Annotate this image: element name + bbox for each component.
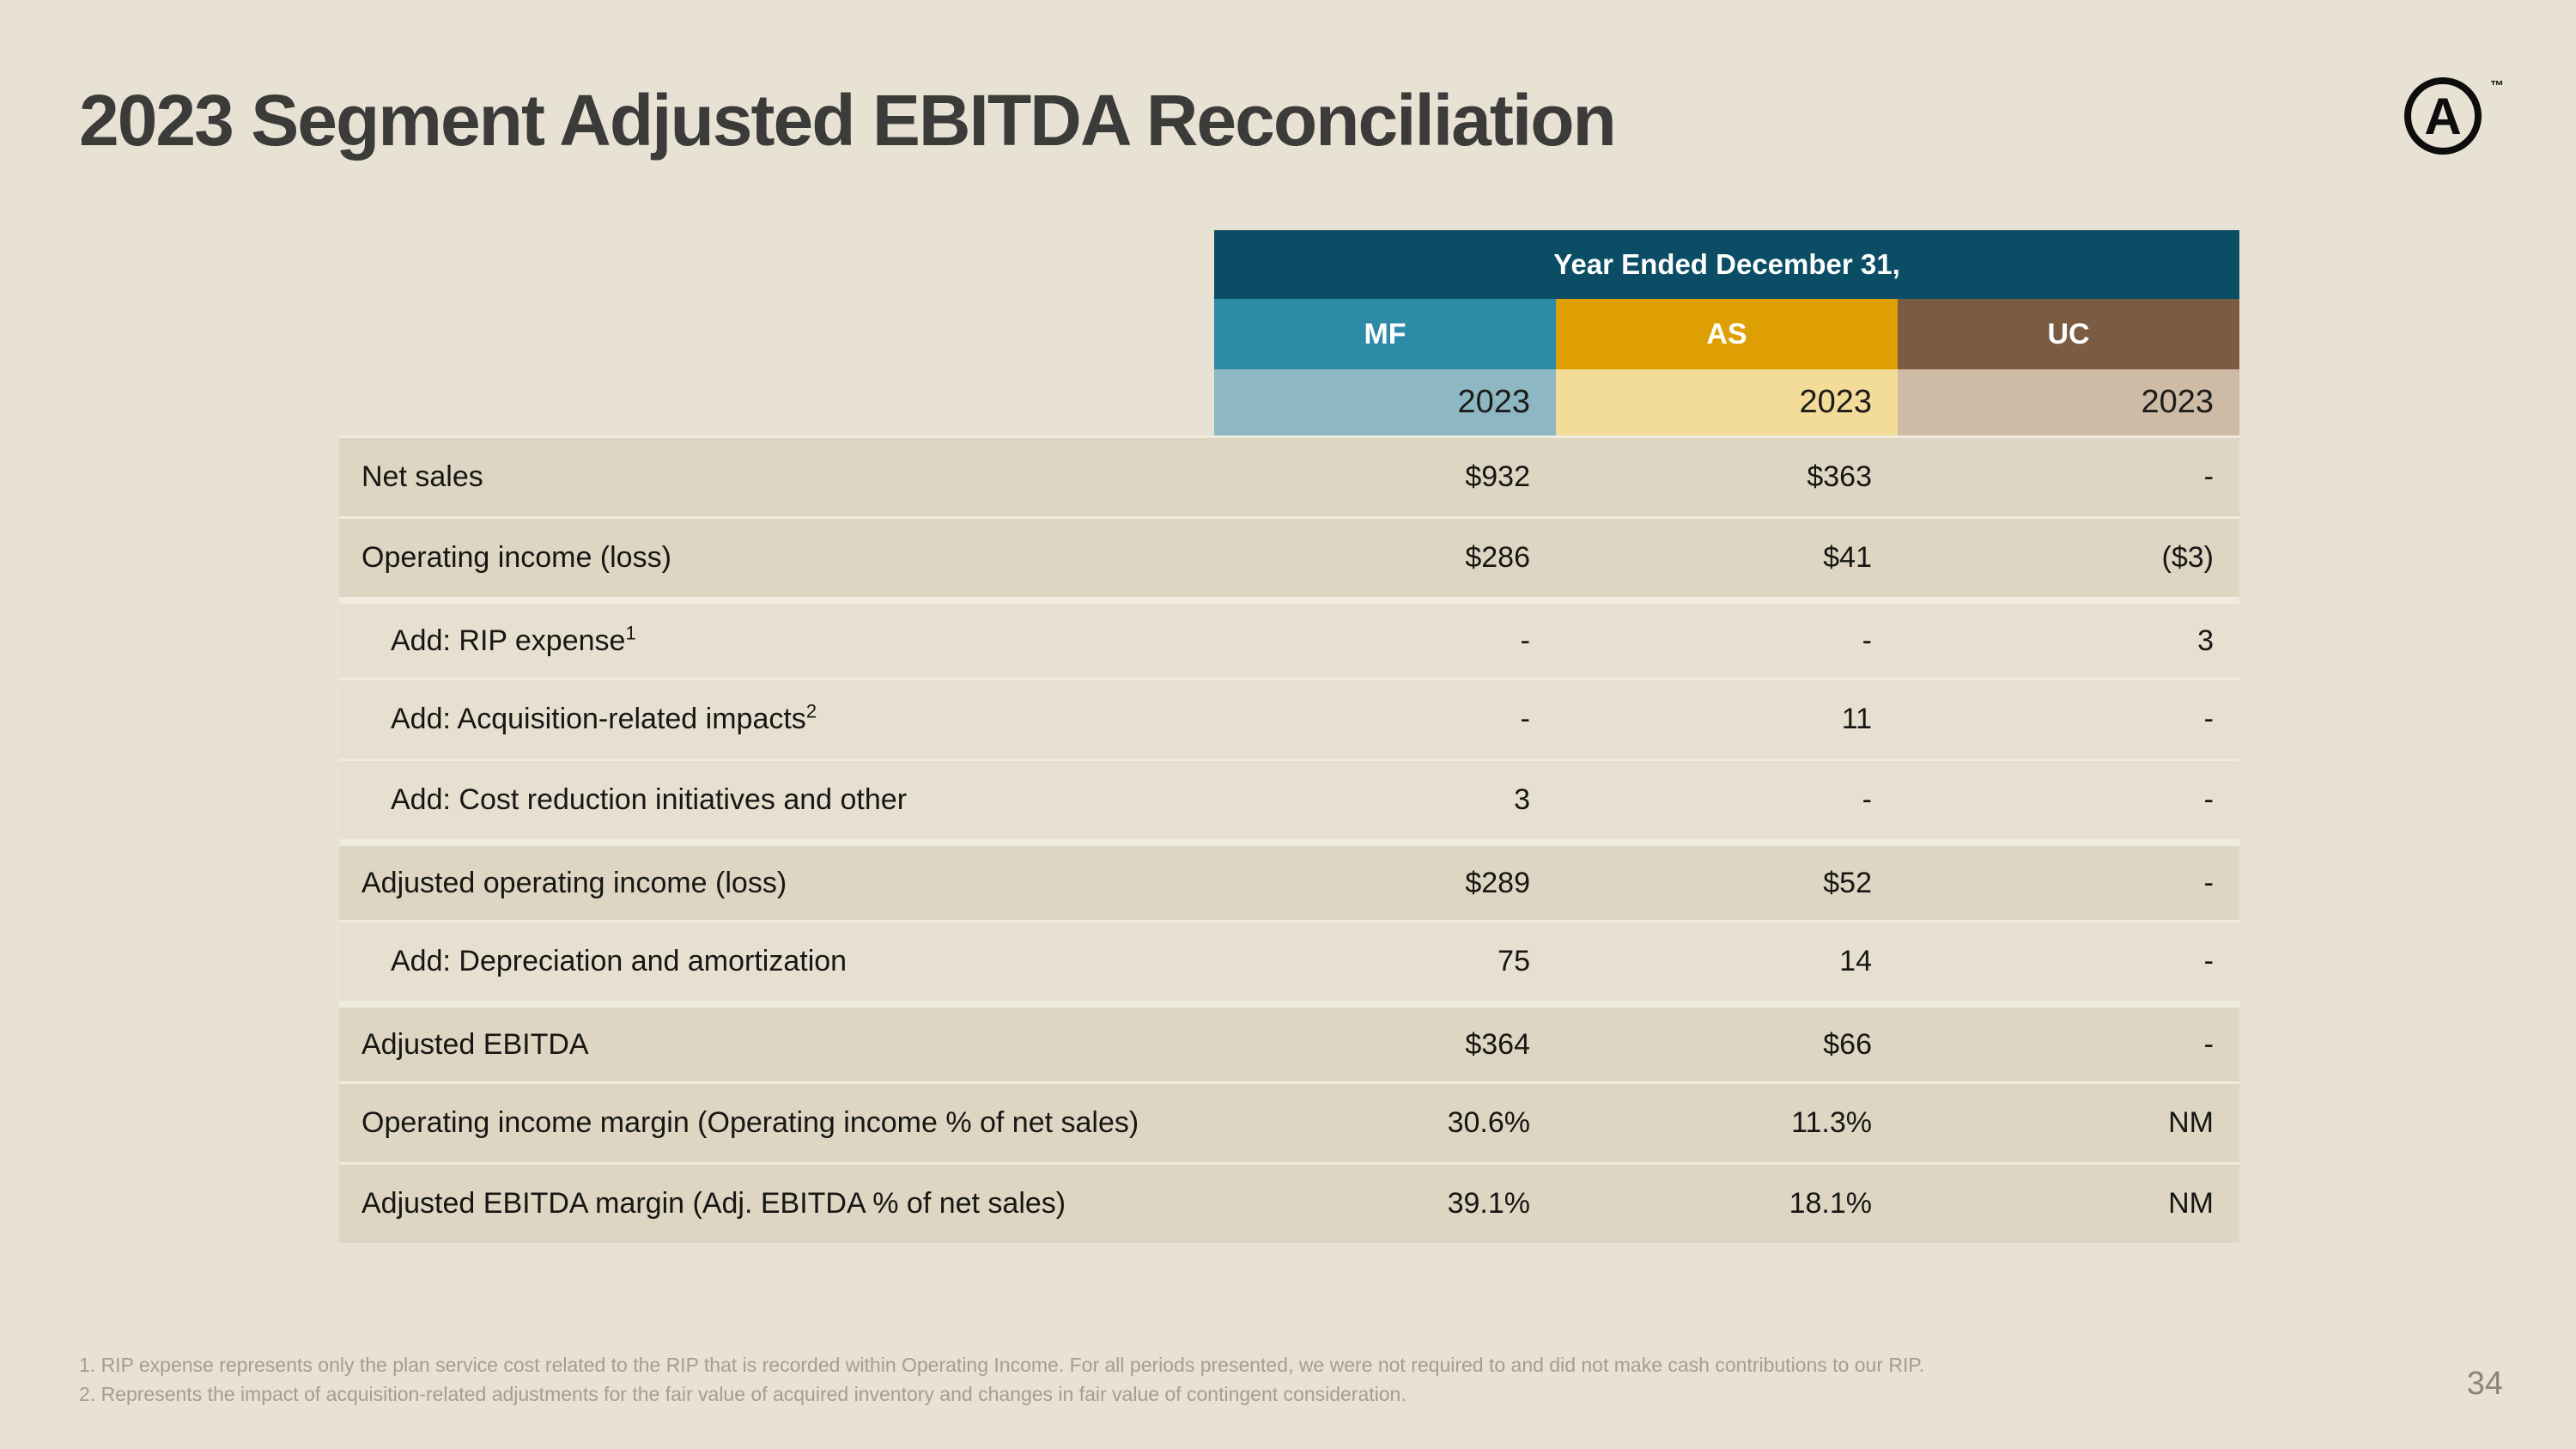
reconciliation-table: Year Ended December 31, MF AS UC 2023 2023 2… <box>339 230 2239 1243</box>
company-logo: A ™ <box>2404 77 2516 172</box>
table-row: Operating income (loss) $286 $41 ($3) <box>339 516 2239 597</box>
row-value: - <box>1862 624 1872 657</box>
segment-column-header-as: AS <box>1556 299 1898 369</box>
row-value: $41 <box>1823 541 1872 574</box>
table-row: Add: Cost reduction initiatives and othe… <box>339 758 2239 839</box>
row-value: 11 <box>1841 703 1872 735</box>
row-value: 39.1% <box>1447 1187 1530 1220</box>
table-row: Add: RIP expense1 - - 3 <box>339 597 2239 678</box>
page-title: 2023 Segment Adjusted EBITDA Reconciliat… <box>79 80 1617 161</box>
row-value: $289 <box>1465 866 1530 899</box>
row-value: 75 <box>1498 945 1530 977</box>
table-row: Add: Acquisition-related impacts2 - 11 - <box>339 678 2239 758</box>
footnote-2: 2. Represents the impact of acquisition-… <box>79 1383 1406 1405</box>
year-column-header-mf: 2023 <box>1214 369 1556 435</box>
row-label: Adjusted operating income (loss) <box>361 866 787 899</box>
row-value: - <box>2203 460 2214 493</box>
row-value: - <box>2203 783 2214 816</box>
row-value: 3 <box>2197 624 2214 657</box>
table-row: Operating income margin (Operating incom… <box>339 1081 2239 1162</box>
header-year-ended: Year Ended December 31, <box>1214 230 2239 299</box>
table-row: Net sales $932 $363 - <box>339 435 2239 516</box>
row-value: 18.1% <box>1789 1187 1872 1220</box>
header-segment-bands: MF AS UC <box>1214 299 2239 369</box>
row-value: 14 <box>1839 945 1872 977</box>
row-label: Add: Acquisition-related impacts2 <box>391 700 817 735</box>
row-value: $52 <box>1823 866 1872 899</box>
logo-letter: A <box>2424 88 2462 145</box>
circle-a-logo-icon: A <box>2404 77 2482 155</box>
page-number: 34 <box>2466 1366 2503 1402</box>
row-value: - <box>2203 866 2214 899</box>
row-label: Net sales <box>361 460 483 493</box>
row-value: $66 <box>1823 1027 1872 1061</box>
footnote-reference: 2 <box>805 700 817 722</box>
row-value: 30.6% <box>1447 1106 1530 1139</box>
segment-column-header-uc: UC <box>1898 299 2239 369</box>
row-label: Add: Depreciation and amortization <box>391 945 848 977</box>
row-label: Adjusted EBITDA <box>361 1027 589 1061</box>
row-value: NM <box>2168 1187 2214 1220</box>
row-value: - <box>1520 703 1530 735</box>
row-value: 11.3% <box>1791 1106 1872 1139</box>
row-label: Operating income margin (Operating incom… <box>361 1106 1139 1139</box>
table-body: Net sales $932 $363 - Operating income (loss… <box>339 435 2239 1243</box>
segment-column-header-mf: MF <box>1214 299 1556 369</box>
row-value: $363 <box>1807 460 1872 493</box>
row-value: - <box>1520 624 1530 657</box>
row-value: $932 <box>1465 460 1530 493</box>
footnotes: 1. RIP expense represents only the plan … <box>79 1350 1924 1409</box>
row-value: ($3) <box>2161 541 2214 574</box>
row-label: Add: RIP expense1 <box>391 622 636 657</box>
table-row: Adjusted EBITDA $364 $66 - <box>339 1001 2239 1081</box>
row-value: $286 <box>1465 541 1530 574</box>
row-value: 3 <box>1514 783 1530 816</box>
row-label: Add: Cost reduction initiatives and othe… <box>391 783 908 816</box>
table-header: Year Ended December 31, MF AS UC 2023 2023 2… <box>1214 230 2239 435</box>
table-row: Adjusted EBITDA margin (Adj. EBITDA % of… <box>339 1162 2239 1243</box>
row-value: - <box>2203 945 2214 977</box>
year-column-header-uc: 2023 <box>1898 369 2239 435</box>
row-label: Adjusted EBITDA margin (Adj. EBITDA % of… <box>361 1187 1066 1220</box>
row-value: - <box>2203 1027 2214 1061</box>
trademark-symbol: ™ <box>2490 79 2504 94</box>
row-label: Operating income (loss) <box>361 541 671 574</box>
year-column-header-as: 2023 <box>1556 369 1898 435</box>
row-value: $364 <box>1465 1027 1530 1061</box>
table-row: Adjusted operating income (loss) $289 $52 - <box>339 839 2239 920</box>
footnote-1: 1. RIP expense represents only the plan … <box>79 1354 1925 1376</box>
row-value: - <box>2203 703 2214 735</box>
table-row: Add: Depreciation and amortization 75 14 - <box>339 920 2239 1001</box>
footnote-reference: 1 <box>625 622 636 644</box>
row-value: - <box>1862 783 1872 816</box>
row-value: NM <box>2168 1106 2214 1139</box>
header-year-bands: 2023 2023 2023 <box>1214 369 2239 435</box>
